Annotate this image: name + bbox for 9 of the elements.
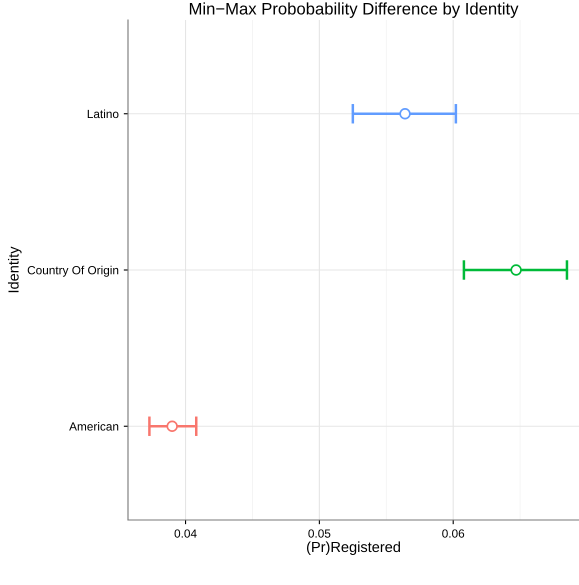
chart-title: Min−Max Probobability Difference by Identity [190, 2, 518, 18]
y-axis-title: Identity [8, 246, 22, 292]
x-axis-title: (Pr)Registered [306, 541, 400, 556]
y-tick-label: Latino [88, 109, 118, 118]
x-tick-label: 0.06 [442, 529, 464, 538]
y-tick-label: American [69, 422, 118, 431]
y-tick-label: Country Of Origin [28, 266, 118, 277]
x-tick-label: 0.04 [174, 529, 197, 538]
x-tick-label: 0.05 [308, 529, 330, 538]
